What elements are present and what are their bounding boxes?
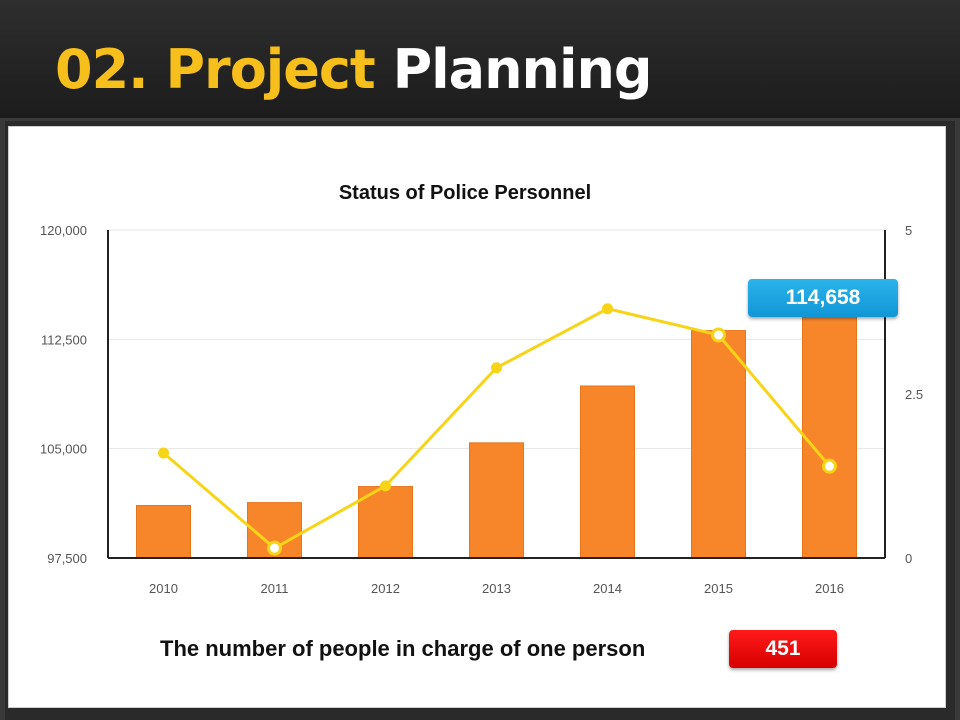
y-right-tick-label: 0 (905, 551, 912, 566)
title-number: 02. (55, 38, 149, 101)
bar (136, 505, 191, 559)
bar-layer (136, 307, 857, 559)
latest-value-callout: 114,658 (748, 279, 898, 317)
line-point (822, 458, 837, 474)
y-right-tick-label: 2.5 (905, 387, 923, 402)
x-tick-label: 2014 (593, 581, 622, 596)
page-title: 02. Project Planning (55, 30, 653, 110)
y-left-tick-label: 112,500 (41, 332, 87, 347)
grid-layer (108, 229, 885, 450)
y-left-tick-label: 120,000 (40, 223, 87, 238)
header-bar: 02. Project Planning (0, 0, 960, 118)
line-point (711, 327, 726, 343)
line-point (380, 480, 391, 492)
line-point (158, 447, 169, 459)
x-tick-label: 2011 (261, 581, 289, 596)
line-point (267, 540, 282, 556)
ratio-value-badge: 451 (729, 630, 837, 668)
bar (469, 442, 524, 559)
line-point (602, 303, 613, 315)
x-tick-label: 2013 (482, 581, 511, 596)
bar (580, 385, 635, 559)
x-tick-label: 2010 (149, 581, 178, 596)
chart-title: Status of Police Personnel (339, 182, 591, 204)
y-left-tick-label: 105,000 (40, 442, 87, 457)
x-tick-label: 2012 (371, 581, 400, 596)
label-layer: 97,500 105,000 112,500 120,000 0 2.5 5 2010 2011… (40, 223, 923, 596)
x-tick-label: 2016 (815, 581, 844, 596)
line-layer (158, 303, 837, 556)
bar (358, 486, 413, 559)
bar (691, 330, 746, 559)
title-main: Planning (392, 38, 653, 101)
bar (802, 307, 857, 559)
y-right-tick-label: 5 (905, 223, 912, 238)
ratio-label: The number of people in charge of one pe… (160, 636, 646, 661)
x-tick-label: 2015 (704, 581, 733, 596)
y-left-tick-label: 97,500 (47, 551, 87, 566)
line-point (491, 362, 502, 374)
title-accent: Project (165, 38, 375, 101)
